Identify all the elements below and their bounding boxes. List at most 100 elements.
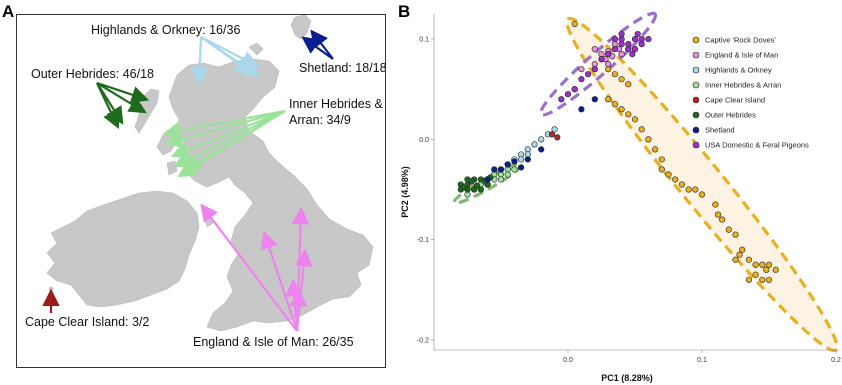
legend-swatch-captive-rock-doves xyxy=(692,36,700,44)
y-tick-label: 0.0 xyxy=(419,137,429,144)
orkney-islands xyxy=(248,42,264,56)
legend-label-outer-hebrides: Outer Hebrides xyxy=(705,111,756,120)
x-axis-title: PC1 (8.28%) xyxy=(601,373,653,383)
point-usa-domestic-feral-pigeons xyxy=(631,46,639,53)
legend-swatch-highlands-orkney xyxy=(692,66,700,74)
point-inner-hebrides-arran xyxy=(511,166,518,173)
label-england-isle-of-man: England & Isle of Man: 26/35 xyxy=(193,335,354,349)
legend-swatch-shetland xyxy=(692,126,700,134)
point-captive-rock-doves xyxy=(685,186,692,193)
point-captive-rock-doves xyxy=(736,251,743,258)
legend-label-highlands-orkney: Highlands & Orkney xyxy=(705,66,772,75)
point-inner-hebrides-arran xyxy=(497,176,505,183)
england-arrows xyxy=(200,203,313,332)
point-captive-rock-doves xyxy=(752,271,759,278)
legend-label-captive-rock-doves: Captive 'Rock Doves' xyxy=(705,36,776,45)
inner-hebrides-islands xyxy=(156,130,178,176)
point-cape-clear-island xyxy=(554,134,561,141)
point-usa-domestic-feral-pigeons xyxy=(564,91,572,98)
point-captive-rock-doves xyxy=(618,76,625,83)
point-highlands-orkney xyxy=(531,141,538,148)
point-captive-rock-doves xyxy=(652,146,659,153)
point-cape-clear-island xyxy=(548,131,556,138)
point-captive-rock-doves xyxy=(611,101,618,108)
x-tick-label: 0.0 xyxy=(563,357,573,364)
point-usa-domestic-feral-pigeons xyxy=(611,35,618,43)
legend-swatch-outer-hebrides xyxy=(692,111,700,119)
label-shetland: Shetland: 18/18 xyxy=(299,61,386,75)
point-highlands-orkney xyxy=(551,126,558,133)
point-captive-rock-doves xyxy=(605,96,612,103)
point-captive-rock-doves xyxy=(765,276,773,283)
label-inner-hebrides-line1: Inner Hebrides & xyxy=(289,97,383,111)
point-captive-rock-doves xyxy=(765,261,773,268)
point-england-isle-of-man xyxy=(605,61,612,68)
point-usa-domestic-feral-pigeons xyxy=(585,71,592,78)
y-tick-label: -0.2 xyxy=(417,337,429,344)
point-shetland xyxy=(511,158,518,165)
point-captive-rock-doves xyxy=(759,261,766,268)
point-england-isle-of-man xyxy=(578,66,585,73)
point-captive-rock-doves xyxy=(658,156,665,163)
y-tick-label: -0.1 xyxy=(417,237,429,244)
label-outer-hebrides: Outer Hebrides: 46/18 xyxy=(31,67,154,81)
point-england-isle-of-man xyxy=(618,51,625,58)
point-usa-domestic-feral-pigeons xyxy=(625,46,632,53)
y-axis-title: PC2 (4.98%) xyxy=(400,166,410,218)
shetland-islands xyxy=(290,15,312,40)
point-usa-domestic-feral-pigeons xyxy=(618,40,625,48)
point-outer-hebrides xyxy=(460,184,467,191)
point-captive-rock-doves xyxy=(759,276,766,283)
point-outer-hebrides xyxy=(473,182,480,189)
x-tick-label: 0.1 xyxy=(697,357,707,364)
point-captive-rock-doves xyxy=(631,116,639,123)
legend-label-usa-domestic-feral-pigeons: USA Domestic & Feral Pigeons xyxy=(705,141,809,150)
label-highlands-orkney: Highlands & Orkney: 16/36 xyxy=(91,23,241,37)
point-captive-rock-doves xyxy=(571,20,578,28)
outer-hebrides-arrows xyxy=(96,81,150,129)
legend-label-cape-clear-island: Cape Clear Island xyxy=(705,96,765,105)
point-captive-rock-doves xyxy=(772,266,779,273)
point-captive-rock-doves xyxy=(712,201,719,208)
point-captive-rock-doves xyxy=(611,71,618,78)
point-usa-domestic-feral-pigeons xyxy=(598,56,605,63)
point-captive-rock-doves xyxy=(625,81,632,88)
legend-label-shetland: Shetland xyxy=(705,126,735,135)
point-shetland xyxy=(484,176,491,183)
point-usa-domestic-feral-pigeons xyxy=(618,30,625,38)
shetland-arrows xyxy=(301,29,334,60)
ellipse-captive-rock-doves xyxy=(565,16,839,353)
point-captive-rock-doves xyxy=(732,256,739,263)
legend-swatch-usa-domestic-feral-pigeons xyxy=(692,141,700,149)
point-captive-rock-doves xyxy=(745,256,753,263)
inner-hebrides-arrows xyxy=(162,109,286,178)
point-inner-hebrides-arran xyxy=(504,171,511,178)
point-captive-rock-doves xyxy=(745,276,753,283)
point-captive-rock-doves xyxy=(725,226,732,233)
legend-label-england-isle-of-man: England & Isle of Man xyxy=(705,51,778,60)
label-inner-hebrides-line2: Arran: 34/9 xyxy=(289,113,351,127)
legend-label-inner-hebrides-arran: Inner Hebrides & Arran xyxy=(705,81,781,90)
point-captive-rock-doves xyxy=(698,191,706,198)
legend-swatch-inner-hebrides-arran xyxy=(692,81,700,89)
point-outer-hebrides xyxy=(464,176,471,183)
point-shetland xyxy=(591,96,598,103)
ellipse-usa-domestic-feral-pigeons xyxy=(539,11,658,117)
map-panel: Highlands & Orkney: 16/36 Shetland: 18/1… xyxy=(16,14,386,368)
point-usa-domestic-feral-pigeons xyxy=(634,30,641,38)
pca-panel: B 0.0 0.1 0.2 0.1 0.0 -0.1 -0.2 PC1 (8.28%) PC2 … xyxy=(396,0,842,385)
point-captive-rock-doves xyxy=(665,171,672,178)
panel-a-letter: A xyxy=(2,2,15,21)
legend-swatch-england-isle-of-man xyxy=(692,51,700,59)
point-usa-domestic-feral-pigeons xyxy=(629,51,636,58)
point-shetland xyxy=(538,146,545,153)
y-tick-label: 0.1 xyxy=(419,37,429,44)
point-captive-rock-doves xyxy=(625,111,632,118)
great-britain-landmass xyxy=(168,58,374,332)
point-usa-domestic-feral-pigeons xyxy=(631,35,639,43)
highlands-arrows xyxy=(190,36,261,86)
x-tick-label: 0.2 xyxy=(831,357,841,364)
point-usa-domestic-feral-pigeons xyxy=(578,76,585,83)
label-cape-clear: Cape Clear Island: 3/2 xyxy=(25,315,150,329)
point-usa-domestic-feral-pigeons xyxy=(611,46,618,53)
